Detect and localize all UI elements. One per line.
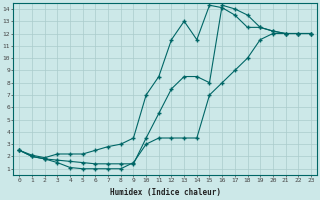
X-axis label: Humidex (Indice chaleur): Humidex (Indice chaleur)	[110, 188, 220, 197]
